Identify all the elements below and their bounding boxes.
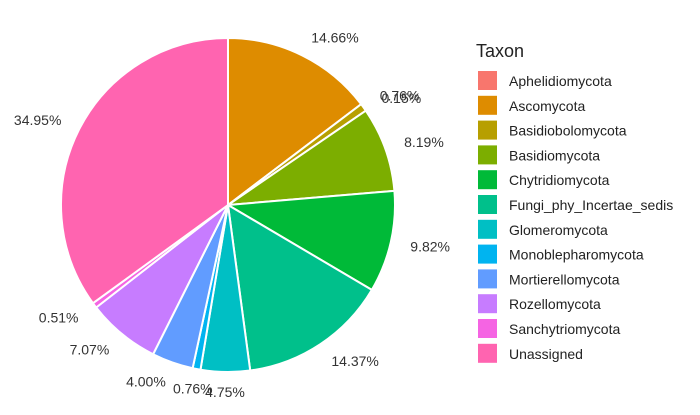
legend-item-rozellomycota: Rozellomycota [478,294,601,314]
legend-item-chytridiomycota: Chytridiomycota [478,170,610,190]
pie-slice-unassigned [60,36,229,305]
pie-label-ascomycota: 14.66% [311,30,358,46]
legend-swatch-basidiomycota [478,145,497,165]
legend-swatch-chytridiomycota [478,170,497,190]
legend-item-basidiobolomycota: Basidiobolomycota [478,120,627,140]
legend-item-aphelidiomycota: Aphelidiomycota [478,71,612,90]
legend-swatch-glomeromycota [478,219,497,239]
legend-item-mortierellomycota: Mortierellomycota [478,269,620,289]
pie-label-chytridiomycota: 9.82% [410,239,450,255]
legend-label-rozellomycota: Rozellomycota [509,296,601,312]
legend-item-fungi-phy-incertae-sedis: Fungi_phy_Incertae_sedis [478,195,673,214]
legend-swatch-sanchytriomycota [478,319,497,338]
pie-label-basidiobolomycota: 0.76% [380,88,420,104]
legend-label-chytridiomycota: Chytridiomycota [509,172,610,188]
legend-swatch-rozellomycota [478,294,497,314]
legend-swatch-monoblepharomycota [478,244,497,264]
pie-label-mortierellomycota: 4.00% [126,373,166,389]
legend-swatch-mortierellomycota [478,269,497,289]
pie-slice-chytridiomycota [224,189,396,292]
pie-label-monoblepharomycota: 0.76% [173,381,213,397]
pie-label-fungi-phy-incertae-sedis: 14.37% [331,353,378,369]
legend-label-mortierellomycota: Mortierellomycota [509,271,620,287]
pie-slice-ascomycota [227,36,363,208]
legend-swatch-unassigned [478,343,497,363]
pie-percent-labels: 14.66%0.76%8.19%9.82%14.37%4.75%0.76%4.0… [14,30,450,401]
legend-swatch-ascomycota [478,95,497,115]
pie-label-unassigned: 34.95% [14,112,61,128]
legend-swatch-aphelidiomycota [478,71,497,90]
legend-item-monoblepharomycota: Monoblepharomycota [478,244,644,264]
legend-item-sanchytriomycota: Sanchytriomycota [478,319,620,338]
legend-item-glomeromycota: Glomeromycota [478,219,608,239]
pie-label-basidiomycota: 8.19% [404,134,444,150]
pie-label-rozellomycota: 7.07% [70,342,110,358]
pie-label-sanchytriomycota: 0.51% [39,309,79,325]
legend-label-unassigned: Unassigned [509,346,583,362]
legend-title: Taxon [476,41,524,61]
legend-label-basidiomycota: Basidiomycota [509,147,600,163]
legend-label-ascomycota: Ascomycota [509,98,585,114]
legend-item-unassigned: Unassigned [478,343,583,363]
legend-label-monoblepharomycota: Monoblepharomycota [509,247,644,263]
legend-item-basidiomycota: Basidiomycota [478,145,600,165]
legend-swatch-fungi-phy-incertae-sedis [478,195,497,214]
legend-label-fungi-phy-incertae-sedis: Fungi_phy_Incertae_sedis [509,197,673,213]
pie-label-glomeromycota: 4.75% [205,384,245,400]
legend-swatch-basidiobolomycota [478,120,497,140]
legend: Taxon Aphelidiomycota Ascomycota Basidiobo… [476,41,673,363]
pie-slices [60,36,396,373]
legend-label-sanchytriomycota: Sanchytriomycota [509,321,620,337]
legend-items: Aphelidiomycota Ascomycota Basidiobolomyco… [478,71,673,363]
legend-label-basidiobolomycota: Basidiobolomycota [509,123,627,139]
legend-item-ascomycota: Ascomycota [478,95,585,115]
legend-label-aphelidiomycota: Aphelidiomycota [509,73,612,89]
pie-slice-fungi-phy-incertae-sedis [226,203,374,372]
legend-label-glomeromycota: Glomeromycota [509,222,608,238]
pie-label-extra-0: 0.15% [382,90,422,106]
